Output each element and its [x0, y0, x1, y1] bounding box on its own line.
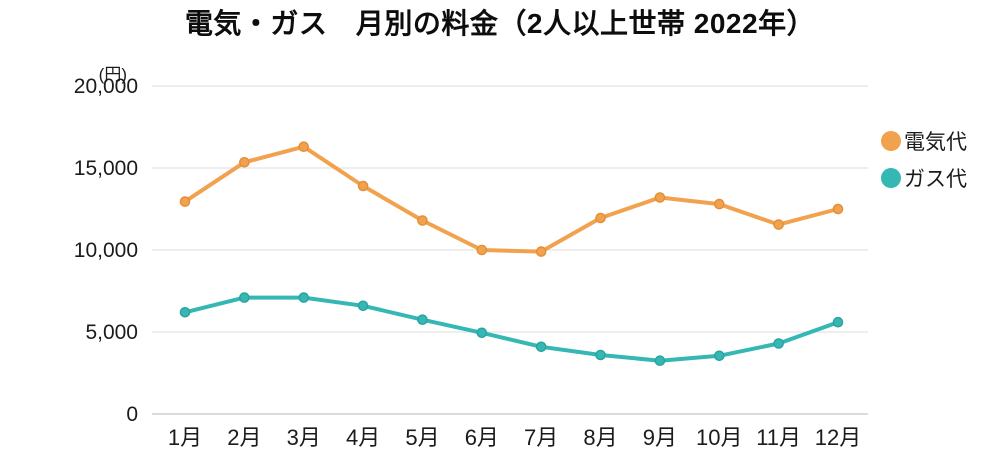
x-tick-label: 7月 — [524, 425, 558, 450]
x-tick-label: 10月 — [696, 425, 742, 450]
x-tick-label: 5月 — [405, 425, 439, 450]
series-electricity-marker — [773, 219, 784, 230]
series-gas-marker — [357, 300, 369, 312]
x-tick-label: 2月 — [227, 425, 261, 450]
series-gas-marker — [417, 314, 428, 326]
series-gas-marker — [535, 341, 547, 353]
chart-title: 電気・ガス 月別の料金（2人以上世帯 2022年） — [184, 8, 816, 39]
series-gas-marker — [298, 292, 310, 303]
y-axis-unit-label: (円) — [98, 65, 127, 84]
series-gas-marker — [476, 327, 488, 339]
legend: 電気代 ガス代 — [881, 129, 967, 203]
legend-swatch-gas — [881, 168, 901, 188]
y-tick-label: 5,000 — [85, 321, 138, 344]
series-electricity-marker — [357, 180, 369, 192]
y-tick-label: 15,000 — [74, 157, 138, 180]
legend-item-gas: ガス代 — [881, 166, 967, 191]
series-electricity-marker — [476, 244, 488, 256]
x-tick-label: 6月 — [465, 425, 499, 450]
series-electricity-marker — [417, 215, 428, 226]
series-electricity-line — [183, 144, 840, 254]
series-electricity-marker — [298, 141, 310, 152]
legend-label-electricity: 電気代 — [904, 131, 967, 154]
y-tick-label: 0 — [126, 403, 138, 426]
series-electricity-marker — [654, 192, 666, 203]
series-gas-marker — [832, 316, 844, 328]
series-gas-line — [183, 295, 840, 363]
series-gas-marker — [595, 349, 606, 361]
x-tick-label: 12月 — [815, 425, 861, 450]
series-gas-marker — [713, 350, 725, 362]
x-tick-label: 4月 — [346, 425, 380, 450]
legend-label-gas: ガス代 — [904, 168, 967, 191]
series-electricity-marker — [535, 246, 547, 257]
legend-swatch-electricity — [881, 131, 901, 151]
y-tick-label: 20,000 — [74, 75, 138, 98]
x-tick-label: 9月 — [643, 425, 677, 450]
y-tick-label: 10,000 — [74, 239, 138, 262]
series-gas-marker — [179, 306, 191, 318]
series-electricity-marker — [832, 203, 844, 215]
series-gas-marker — [239, 292, 250, 303]
series-gas-marker — [654, 355, 666, 367]
x-tick-label: 8月 — [583, 425, 617, 450]
series-electricity-marker — [179, 196, 191, 207]
x-tick-label: 3月 — [287, 425, 321, 450]
series-electricity-marker — [239, 156, 250, 168]
series-electricity-marker — [595, 212, 606, 224]
x-tick-label: 1月 — [168, 425, 202, 450]
series-electricity-marker — [713, 198, 725, 210]
series-gas-marker — [773, 338, 784, 349]
x-tick-label: 11月 — [756, 425, 801, 450]
legend-item-electricity: 電気代 — [881, 129, 967, 154]
